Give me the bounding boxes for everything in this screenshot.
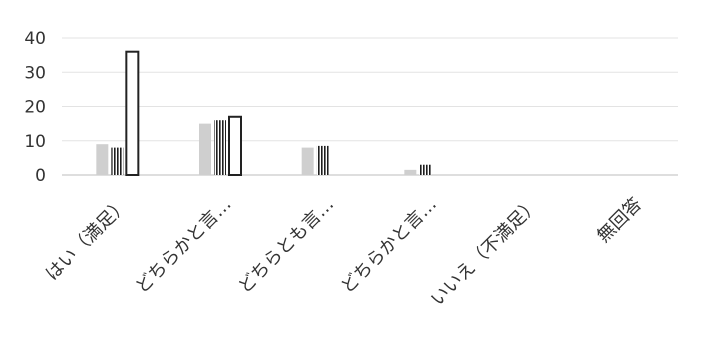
y-tick-label: 40 <box>24 29 46 49</box>
bar-series-2-cat-1 <box>111 147 124 175</box>
x-category-label: どちらかと言… <box>132 194 236 298</box>
y-tick-label: 0 <box>35 166 46 186</box>
bar-series-2-cat-4 <box>419 164 432 175</box>
gridlines <box>62 37 678 176</box>
bars <box>96 50 432 177</box>
bar-series-1-cat-3 <box>301 147 314 175</box>
x-category-label: どちらとも言… <box>234 194 338 298</box>
y-tick-label: 10 <box>24 132 46 152</box>
bar-series-3-cat-1 <box>125 50 140 177</box>
bar-series-3-cat-2 <box>228 115 242 176</box>
bar-series-2-cat-3 <box>316 145 329 175</box>
y-axis-ticks: 0 10 20 30 40 <box>24 29 46 186</box>
bar-series-2-cat-2 <box>214 120 226 175</box>
bar-series-1-cat-2 <box>199 123 211 175</box>
y-tick-label: 30 <box>24 63 46 83</box>
x-category-label: どちらかと言… <box>337 194 441 298</box>
bar-series-1-cat-1 <box>96 144 109 175</box>
x-category-label: いいえ（不満足） <box>427 194 544 311</box>
y-tick-label: 20 <box>24 98 46 118</box>
x-category-label: はい（満足） <box>42 194 133 285</box>
x-category-label: 無回答 <box>593 194 646 247</box>
x-axis-categories: はい（満足）どちらかと言…どちらとも言…どちらかと言…いいえ（不満足） 無回答 <box>42 194 647 311</box>
bar-series-1-cat-4 <box>404 169 417 175</box>
